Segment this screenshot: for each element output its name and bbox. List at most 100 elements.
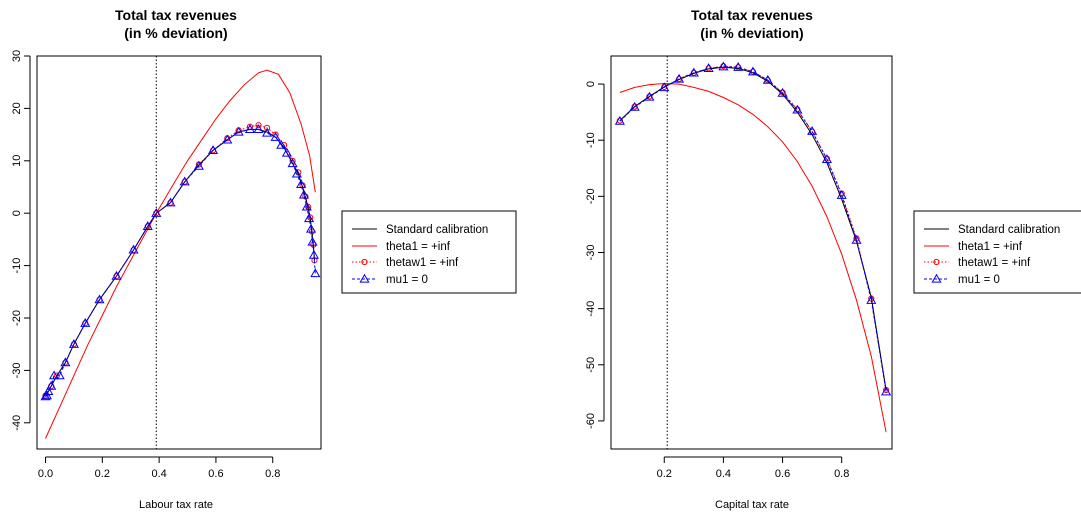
data-point-mu1 [298,189,310,199]
data-point-mu1 [296,179,307,189]
y-ticks: -40 -30 -20 -10 0 10 20 30 [11,50,31,431]
data-point-mu1 [244,124,256,134]
labour-panel: Total tax revenues (in % deviation) Labo… [11,7,517,511]
data-point-mu1 [310,268,321,278]
data-point-mu1 [261,127,273,137]
data-point-mu1 [128,244,139,254]
x-tick-label: 0.2 [657,468,672,480]
data-point-mu1 [60,357,71,367]
x-tick-label: 0.2 [95,468,110,480]
data-point-mu1 [821,154,832,163]
data-point-mu1 [48,370,60,380]
y-tick-label: 0 [585,81,597,87]
data-point-mu1 [777,87,788,97]
series-theta1 [619,82,887,433]
x-tick-label: 0.0 [38,468,53,480]
data-point-thetaw1 [53,372,60,379]
x-tick-label: 0.8 [834,468,849,480]
y-tick-label: -40 [11,415,23,431]
data-point-mu1 [291,168,302,178]
data-point-mu1 [792,104,803,114]
data-point-mu1 [866,295,877,304]
data-point-mu1 [644,91,655,101]
data-point-mu1 [614,115,625,125]
data-point-mu1 [179,176,190,186]
data-point-mu1 [41,390,53,400]
data-point-mu1 [673,73,685,83]
x-ticks: 0.0 0.2 0.4 0.6 0.8 [38,456,280,480]
series-line-standard [619,66,887,391]
data-point-mu1 [308,249,319,259]
data-point-thetaw1 [263,124,271,131]
x-ticks: 0.2 0.4 0.6 0.8 [657,456,849,480]
y-tick-label: 10 [11,155,23,167]
y-tick-label: -10 [585,132,597,148]
legend-label-thetaw1: thetaw1 = +inf [958,257,1031,269]
legend-label-theta1: theta1 = +inf [958,241,1023,253]
y-tick-label: -60 [585,413,597,429]
legend: Standard calibration theta1 = +inf theta… [913,210,1081,294]
panel-subtitle: (in % deviation) [700,25,803,41]
data-point-mu1 [94,294,105,304]
data-point-mu1 [281,147,292,157]
data-point-mu1 [881,386,892,396]
data-point-mu1 [718,61,729,71]
x-tick-label: 0.4 [716,468,731,480]
data-point-mu1 [301,201,312,211]
data-point-mu1 [851,234,862,244]
series-line-theta1 [45,69,316,439]
x-tick-label: 0.6 [775,468,790,480]
plot-frame [36,55,322,450]
y-tick-label: -20 [11,310,23,326]
legend-label-mu1: mu1 = 0 [958,274,1000,286]
series-layer [614,61,892,433]
data-point-mu1 [80,318,91,327]
data-point-mu1 [142,221,153,230]
legend-label-thetaw1: thetaw1 = +inf [386,257,459,269]
data-point-mu1 [688,67,699,77]
data-point-mu1 [46,380,57,390]
data-point-mu1 [807,126,818,135]
series-line-thetaw1 [45,124,315,396]
x-tick-label: 0.4 [151,468,166,480]
y-tick-label: -10 [11,258,23,274]
series-mu1 [40,124,321,401]
panel-title: Total tax revenues [691,7,813,23]
legend-marker-mu1 [931,273,942,283]
data-point-mu1 [222,134,233,144]
series-mu1 [614,61,892,396]
capital-panel: Total tax revenues (in % deviation) Capi… [585,7,1081,511]
data-point-mu1 [762,74,773,84]
y-ticks: -60 -50 -40 -30 -20 -10 0 [585,81,605,429]
y-tick-label: -40 [585,301,597,317]
series-line-mu1 [619,66,887,392]
y-tick-label: -50 [585,357,597,373]
legend-box [341,210,517,294]
series-line-mu1 [45,128,316,398]
series-line-theta1 [619,82,887,433]
data-point-mu1 [305,223,317,233]
x-axis-label: Capital tax rate [715,499,789,511]
legend-marker-mu1 [359,273,370,283]
series-line-standard [45,128,315,397]
data-point-mu1 [233,126,244,136]
legend-marker-thetaw1 [361,258,368,266]
legend-label-standard: Standard calibration [386,224,488,236]
data-point-mu1 [54,370,65,380]
x-axis-label: Labour tax rate [139,499,213,511]
data-point-mu1 [68,338,79,348]
data-point-thetaw1 [255,122,262,129]
x-tick-label: 0.6 [208,468,223,480]
data-point-mu1 [193,160,204,170]
series-standard [45,128,315,397]
x-tick-label: 0.8 [265,468,280,480]
panel-title: Total tax revenues [115,7,237,23]
data-point-mu1 [253,124,264,134]
legend-label-theta1: theta1 = +inf [386,241,451,253]
y-tick-label: -30 [585,245,597,261]
series-thetaw1 [616,63,890,394]
data-point-mu1 [747,66,759,76]
legend-keys [924,228,949,283]
data-point-mu1 [276,139,287,149]
